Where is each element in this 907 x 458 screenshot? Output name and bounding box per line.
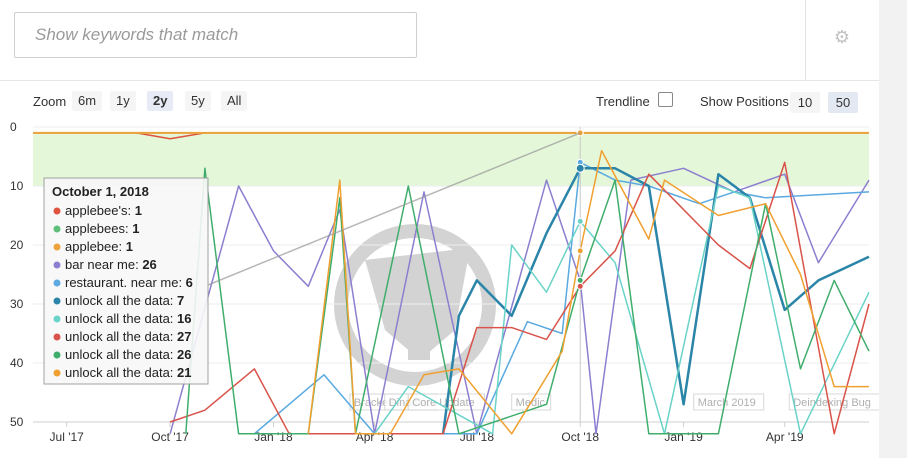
toolbar-divider: [0, 80, 879, 81]
tooltip-row-value: 6: [186, 275, 193, 290]
tooltip-row-label: applebee's:: [65, 203, 135, 218]
x-tick-label: Oct '18: [561, 430, 599, 444]
tooltip-row-value: 26: [142, 257, 156, 272]
tooltip-pointer: [207, 132, 581, 286]
series-line-4: [169, 167, 870, 435]
tooltip-row-value: 21: [177, 365, 191, 380]
tooltip-series-dot: [53, 207, 61, 215]
hover-point-marker: [576, 217, 584, 225]
tooltip-row-value: 27: [177, 329, 191, 344]
tooltip-series-dot: [53, 315, 61, 323]
top10-band: [33, 132, 869, 186]
tooltip-row: unlock all the data: 21: [65, 365, 192, 380]
rank-tracker-panel: ⚙ Zoom 6m 1y 2y 5y All Trendline Show Po…: [0, 0, 879, 458]
tooltip-row: unlock all the data: 27: [65, 329, 192, 344]
y-tick-label: 10: [10, 179, 24, 193]
tooltip-row-value: 1: [126, 239, 133, 254]
tooltip-row-label: restaurant. near me:: [65, 275, 186, 290]
tooltip-series-dot: [53, 333, 61, 341]
zoom-2y-button[interactable]: 2y: [147, 91, 174, 111]
tooltip-row-label: bar near me:: [65, 257, 142, 272]
annotation-box: [693, 393, 765, 411]
positions-50-button[interactable]: 50: [828, 92, 858, 113]
x-tick-label: Jul '17: [50, 430, 85, 444]
tooltip-series-dot: [53, 351, 61, 359]
zoom-all-button[interactable]: All: [221, 91, 248, 111]
tooltip-row-label: unlock all the data:: [65, 347, 177, 362]
hover-point-marker: [576, 282, 584, 290]
gear-icon[interactable]: ⚙: [833, 27, 851, 47]
tooltip-row-value: 1: [132, 221, 139, 236]
annotation-label: March 2019: [698, 397, 756, 409]
tooltip-row-label: unlock all the data:: [65, 293, 177, 308]
tooltip-row: unlock all the data: 7: [65, 293, 184, 308]
x-tick-label: Jan '19: [664, 430, 703, 444]
zoom-6m-button[interactable]: 6m: [72, 91, 103, 111]
tooltip-row-value: 1: [135, 203, 142, 218]
event-annotation[interactable]: March 2019: [693, 393, 765, 411]
tooltip-row-label: unlock all the data:: [65, 311, 177, 326]
tooltip-series-dot: [53, 261, 61, 269]
hover-point-marker: [576, 276, 584, 284]
annotation-label: Deindexing Bug: [793, 397, 871, 409]
tooltip-row: restaurant. near me: 6: [65, 275, 193, 290]
positions-10-button[interactable]: 10: [790, 92, 820, 113]
tooltip-title: October 1, 2018: [52, 184, 149, 199]
keyword-filter-input[interactable]: [14, 12, 417, 58]
tooltip-box: [43, 177, 209, 385]
x-tick-label: Jan '18: [254, 430, 293, 444]
y-tick-label: 50: [10, 415, 24, 429]
tooltip-row: bar near me: 26: [65, 257, 157, 272]
tooltip-series-dot: [53, 297, 61, 305]
annotation-box: [788, 393, 879, 411]
series-line-8: [169, 161, 870, 435]
y-tick-label: 20: [10, 238, 24, 252]
tooltip-row-value: 16: [177, 311, 191, 326]
series-line-9: [185, 167, 870, 435]
series-line-6: [441, 167, 870, 434]
y-tick-label: 40: [10, 356, 24, 370]
tooltip-row-value: 26: [177, 347, 191, 362]
y-tick-label: 30: [10, 297, 24, 311]
show-positions-label: Show Positions: [700, 94, 789, 109]
y-tick-label: 0: [10, 120, 17, 134]
zoom-1y-button[interactable]: 1y: [110, 91, 136, 111]
x-tick-label: Apr '19: [766, 430, 804, 444]
hover-point-marker: [575, 163, 585, 173]
trendline-checkbox[interactable]: [658, 92, 673, 107]
trendline-label: Trendline: [596, 94, 650, 109]
event-annotation[interactable]: Deindexing Bug: [788, 393, 879, 411]
zoom-5y-button[interactable]: 5y: [185, 91, 211, 111]
hover-point-marker: [576, 247, 584, 255]
tooltip-row-label: applebee:: [65, 239, 126, 254]
tooltip-row-label: unlock all the data:: [65, 329, 177, 344]
tooltip-series-dot: [53, 243, 61, 251]
tooltip-series-dot: [53, 279, 61, 287]
page-gutter: [879, 0, 907, 458]
tooltip-row: applebee: 1: [65, 239, 133, 254]
x-tick-label: Oct '17: [151, 430, 189, 444]
tooltip-row: applebees: 1: [65, 221, 139, 236]
tooltip-series-dot: [53, 369, 61, 377]
tooltip-row-label: applebees:: [65, 221, 132, 236]
header-divider: [805, 0, 806, 80]
tooltip-row: unlock all the data: 26: [65, 347, 192, 362]
tooltip-series-dot: [53, 225, 61, 233]
tooltip-row-label: unlock all the data:: [65, 365, 177, 380]
annotation-label: Core Update: [412, 397, 474, 409]
tooltip-row-value: 7: [177, 293, 184, 308]
tooltip-row: applebee's: 1: [65, 203, 142, 218]
tooltip-row: unlock all the data: 16: [65, 311, 192, 326]
zoom-label: Zoom: [33, 94, 67, 109]
